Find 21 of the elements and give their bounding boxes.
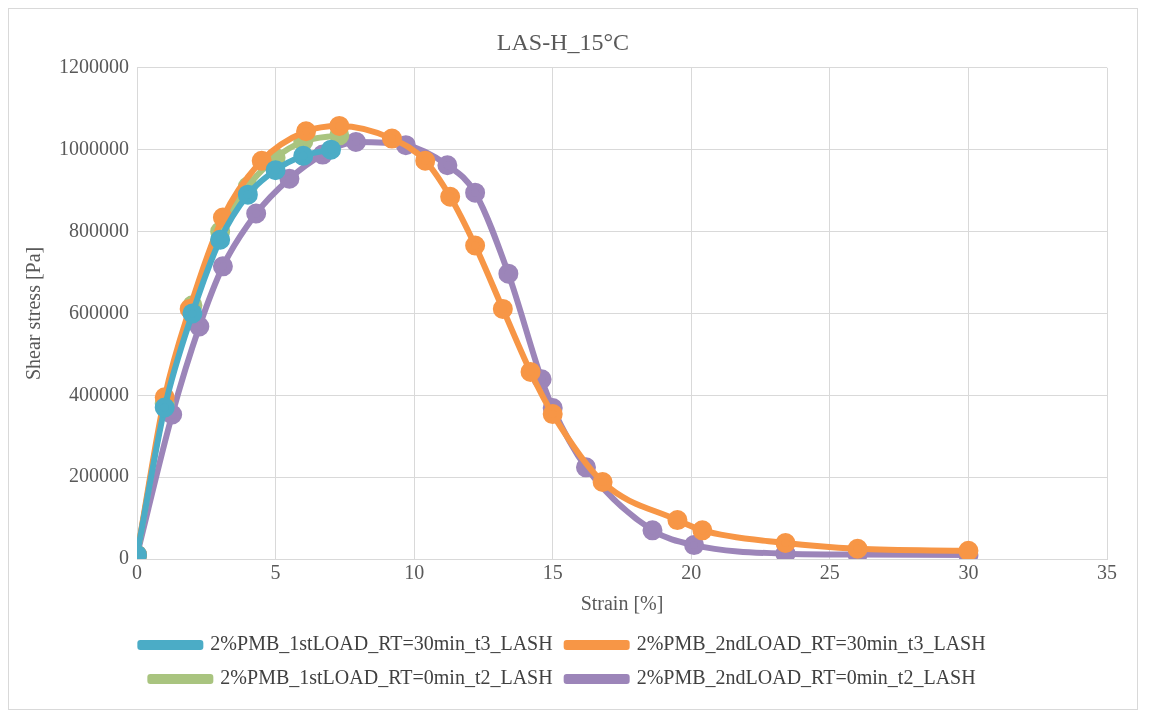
x-axis-title: Strain [%] — [580, 592, 664, 615]
x-tick-label: 30 — [958, 561, 979, 584]
legend-label: 2%PMB_2ndLOAD_RT=30min_t3_LASH — [636, 632, 986, 655]
x-tick-label: 35 — [1097, 561, 1117, 584]
y-tick-label: 800000 — [69, 218, 129, 241]
y-tick-label: 1200000 — [59, 55, 129, 78]
y-tick-label: 1000000 — [59, 136, 129, 159]
legend-label: 2%PMB_1stLOAD_RT=30min_t3_LASH — [210, 632, 553, 655]
x-tick-label: 20 — [681, 561, 702, 584]
legend-label: 2%PMB_1stLOAD_RT=0min_t2_LASH — [220, 666, 553, 689]
y-tick-label: 0 — [119, 546, 129, 569]
x-tick-label: 25 — [819, 561, 840, 584]
x-tick-label: 5 — [270, 561, 281, 584]
chart-title: LAS-H_15°C — [496, 28, 630, 55]
legend-label: 2%PMB_2ndLOAD_RT=0min_t2_LASH — [636, 666, 976, 689]
x-tick-label: 10 — [404, 561, 425, 584]
x-tick-label: 15 — [542, 561, 563, 584]
y-axis-title: Shear stress [Pa] — [22, 246, 45, 381]
y-tick-label: 400000 — [69, 382, 129, 405]
y-tick-label: 200000 — [69, 464, 129, 487]
y-tick-label: 600000 — [69, 300, 129, 323]
